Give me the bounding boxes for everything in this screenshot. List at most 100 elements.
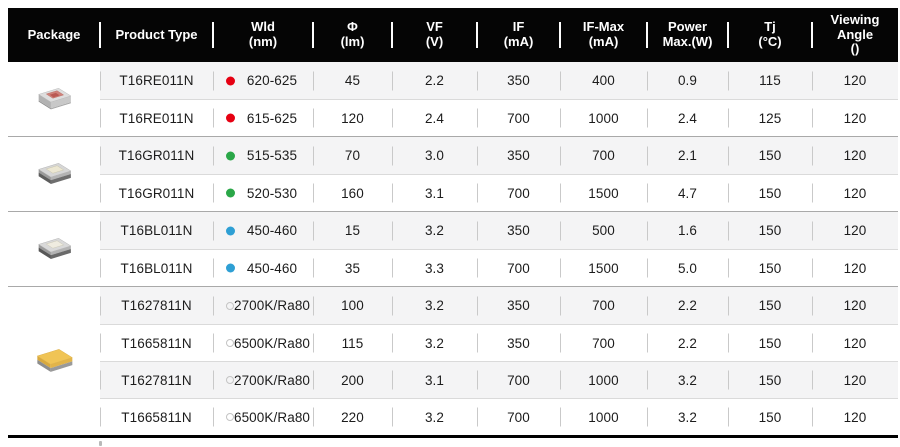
product-type-cell: T16BL011N: [100, 250, 213, 286]
flux-cell: 160: [313, 175, 392, 211]
vf-cell: 2.4: [392, 100, 477, 136]
if-max-cell: 400: [560, 62, 647, 99]
col-header-product-type: Product Type: [100, 8, 213, 62]
package-cell: [8, 137, 100, 211]
smd-led-package-green-icon: [38, 163, 72, 184]
power-cell: 0.9: [647, 62, 728, 99]
product-type-cell: T1627811N: [100, 362, 213, 398]
power-cell: 3.2: [647, 362, 728, 398]
product-type-cell: T16RE011N: [100, 62, 213, 99]
product-type-cell: T16GR011N: [100, 137, 213, 174]
table-row: T16RE011N 620-625 45 2.2 350 400 0.9 115…: [100, 62, 898, 99]
angle-cell: 120: [812, 399, 898, 435]
vf-cell: 2.2: [392, 62, 477, 99]
vf-cell: 3.1: [392, 175, 477, 211]
table-row: T1665811N 6500K/Ra80 115 3.2 350 700 2.2…: [100, 324, 898, 361]
package-cell: [8, 287, 100, 435]
col-header-tj: Tj (°C): [728, 8, 812, 62]
product-type-cell: T16BL011N: [100, 212, 213, 249]
angle-cell: 120: [812, 362, 898, 398]
wld-cell: 6500K/Ra80: [213, 399, 313, 435]
if-max-cell: 700: [560, 137, 647, 174]
group-rows: T16RE011N 620-625 45 2.2 350 400 0.9 115…: [100, 62, 898, 136]
package-cell: [8, 212, 100, 286]
table-row: T1627811N 2700K/Ra80 100 3.2 350 700 2.2…: [100, 287, 898, 324]
product-group-green: T16GR011N 515-535 70 3.0 350 700 2.1 150…: [8, 136, 898, 211]
vf-cell: 3.1: [392, 362, 477, 398]
tj-cell: 150: [728, 137, 812, 174]
product-type-cell: T16RE011N: [100, 100, 213, 136]
angle-cell: 120: [812, 137, 898, 174]
tj-cell: 150: [728, 325, 812, 361]
flux-cell: 70: [313, 137, 392, 174]
table-row: T16GR011N 520-530 160 3.1 700 1500 4.7 1…: [100, 174, 898, 211]
product-group-red: T16RE011N 620-625 45 2.2 350 400 0.9 115…: [8, 62, 898, 136]
if-cell: 700: [477, 362, 560, 398]
wld-cell: 615-625: [213, 100, 313, 136]
if-max-cell: 1000: [560, 100, 647, 136]
wld-value: 2700K/Ra80: [233, 298, 311, 313]
if-cell: 350: [477, 212, 560, 249]
table-row: T1665811N 6500K/Ra80 220 3.2 700 1000 3.…: [100, 398, 898, 435]
white-color-ring-icon: [226, 376, 234, 384]
tj-cell: 115: [728, 62, 812, 99]
vf-cell: 3.2: [392, 212, 477, 249]
power-cell: 5.0: [647, 250, 728, 286]
angle-cell: 120: [812, 250, 898, 286]
col-header-if: IF (mA): [477, 8, 560, 62]
wld-value: 6500K/Ra80: [233, 409, 311, 425]
wld-cell: 515-535: [213, 137, 313, 174]
vf-cell: 3.0: [392, 137, 477, 174]
wld-value: 450-460: [246, 223, 298, 238]
blue-color-dot-icon: [226, 263, 235, 273]
spec-table: Package Product Type Wld (nm) Φ (lm) VF …: [8, 8, 898, 438]
power-cell: 2.2: [647, 287, 728, 324]
flux-cell: 120: [313, 100, 392, 136]
angle-cell: 120: [812, 212, 898, 249]
if-cell: 700: [477, 175, 560, 211]
table-header-row: Package Product Type Wld (nm) Φ (lm) VF …: [8, 8, 898, 62]
angle-cell: 120: [812, 325, 898, 361]
tj-cell: 150: [728, 287, 812, 324]
flux-cell: 220: [313, 399, 392, 435]
product-type-cell: T1627811N: [100, 287, 213, 324]
wld-value: 620-625: [246, 73, 298, 88]
package-cell: [8, 62, 100, 136]
flux-cell: 100: [313, 287, 392, 324]
if-cell: 350: [477, 137, 560, 174]
footnote-mark: [99, 441, 102, 446]
col-header-package: Package: [27, 26, 81, 42]
flux-cell: 15: [313, 212, 392, 249]
smd-led-package-red-icon: [38, 88, 72, 110]
tj-cell: 150: [728, 212, 812, 249]
wld-cell: 520-530: [213, 175, 313, 211]
power-cell: 3.2: [647, 399, 728, 435]
product-group-blue: T16BL011N 450-460 15 3.2 350 500 1.6 150…: [8, 211, 898, 286]
if-cell: 700: [477, 100, 560, 136]
smd-led-package-blue-icon: [38, 238, 72, 259]
angle-cell: 120: [812, 287, 898, 324]
flux-cell: 45: [313, 62, 392, 99]
wld-value: 615-625: [246, 110, 298, 126]
if-max-cell: 1000: [560, 362, 647, 398]
table-row: T16GR011N 515-535 70 3.0 350 700 2.1 150…: [100, 137, 898, 174]
power-cell: 2.4: [647, 100, 728, 136]
vf-cell: 3.2: [392, 325, 477, 361]
power-cell: 1.6: [647, 212, 728, 249]
col-header-viewing-angle: Viewing Angle (): [812, 8, 898, 62]
table-row: T16BL011N 450-460 35 3.3 700 1500 5.0 15…: [100, 249, 898, 286]
white-color-ring-icon: [226, 413, 234, 421]
wld-cell: 450-460: [213, 212, 313, 249]
table-row: T1627811N 2700K/Ra80 200 3.1 700 1000 3.…: [100, 361, 898, 398]
angle-cell: 120: [812, 100, 898, 136]
if-max-cell: 500: [560, 212, 647, 249]
white-color-ring-icon: [226, 339, 234, 347]
table-row: T16RE011N 615-625 120 2.4 700 1000 2.4 1…: [100, 99, 898, 136]
group-rows: T16GR011N 515-535 70 3.0 350 700 2.1 150…: [100, 137, 898, 211]
col-header-power-max: Power Max.(W): [647, 8, 728, 62]
flux-cell: 200: [313, 362, 392, 398]
product-group-white: T1627811N 2700K/Ra80 100 3.2 350 700 2.2…: [8, 286, 898, 435]
red-color-dot-icon: [226, 113, 235, 123]
power-cell: 2.1: [647, 137, 728, 174]
if-cell: 350: [477, 287, 560, 324]
